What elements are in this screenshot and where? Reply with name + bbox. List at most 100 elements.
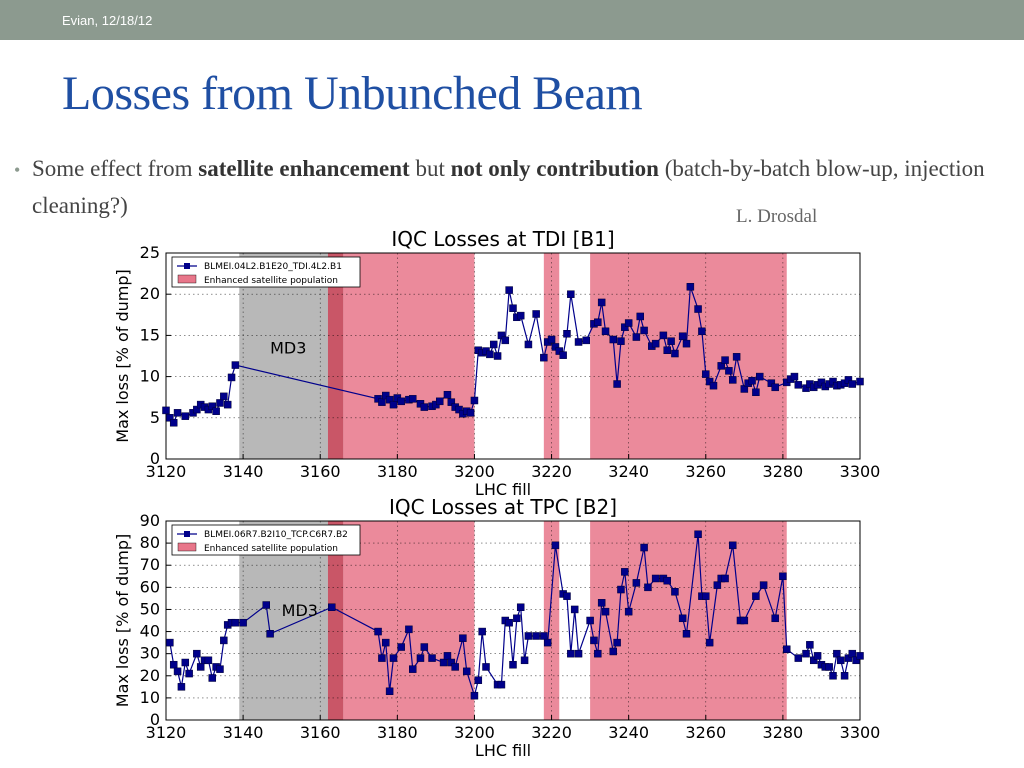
- data-point: [516, 311, 525, 320]
- data-point: [574, 338, 583, 346]
- data-point: [459, 634, 467, 642]
- x-tick-label: 3220: [531, 723, 572, 742]
- data-point: [752, 592, 760, 600]
- series-line: [169, 534, 861, 698]
- x-tick-label: 3140: [223, 723, 264, 742]
- data-point: [196, 663, 205, 671]
- data-point: [759, 581, 768, 589]
- author-credit: L. Drosdal: [736, 206, 818, 227]
- y-tick-label: 0: [150, 449, 160, 468]
- data-point: [489, 340, 498, 349]
- x-tick-label: 3300: [840, 462, 881, 481]
- data-point: [181, 412, 190, 420]
- data-point: [208, 402, 217, 411]
- y-tick-label: 10: [140, 688, 160, 707]
- data-point: [686, 283, 695, 291]
- data-point: [524, 632, 533, 640]
- data-point: [177, 683, 186, 691]
- data-point: [856, 377, 864, 386]
- data-point: [825, 663, 833, 671]
- bullet-point: • Some effect from satellite enhancement…: [14, 150, 1014, 218]
- bullet-bold-satellite: satellite enhancement: [198, 156, 410, 181]
- data-point: [594, 649, 602, 658]
- data-point: [732, 353, 741, 361]
- x-tick-label: 3300: [840, 723, 881, 742]
- data-point: [266, 630, 274, 638]
- data-point: [836, 656, 845, 665]
- data-point: [848, 380, 857, 388]
- legend-entry-series: BLMEI.06R7.B2I10_TCP.C6R7.B2: [204, 530, 348, 540]
- data-point: [709, 381, 718, 390]
- data-point: [516, 603, 525, 611]
- satellite-band: [343, 253, 475, 459]
- data-point: [162, 406, 170, 415]
- x-tick-label: 3160: [300, 723, 341, 742]
- data-point: [740, 616, 749, 625]
- x-tick-label: 3160: [300, 462, 341, 481]
- data-point: [582, 336, 591, 345]
- y-axis-label: Max loss [% of dump]: [113, 534, 132, 707]
- date-label: Evian, 12/18/12: [62, 13, 153, 28]
- data-point: [705, 377, 714, 386]
- data-point: [794, 381, 803, 389]
- data-point: [501, 336, 510, 345]
- data-point: [613, 380, 621, 388]
- data-point: [505, 286, 513, 294]
- bullet-bold-contribution: not only contribution: [450, 156, 659, 181]
- data-point: [547, 335, 556, 344]
- legend-entry-satellite: Enhanced satellite population: [204, 276, 338, 286]
- y-tick-label: 70: [140, 555, 160, 574]
- data-point: [509, 660, 517, 669]
- data-point: [532, 632, 540, 640]
- data-point: [231, 618, 240, 627]
- y-tick-label: 20: [140, 284, 160, 303]
- data-point: [771, 614, 779, 623]
- data-point: [833, 649, 841, 658]
- plot-frame: [165, 520, 861, 721]
- data-point: [729, 376, 737, 384]
- legend-satellite-swatch: [177, 274, 197, 284]
- data-point: [601, 327, 610, 336]
- x-tick-label: 3120: [146, 462, 187, 481]
- data-point: [694, 530, 702, 539]
- data-point: [166, 414, 174, 422]
- data-point: [227, 373, 236, 382]
- data-point: [586, 616, 594, 625]
- md3-annotation: MD3: [270, 339, 306, 358]
- data-point: [385, 395, 394, 404]
- data-point: [204, 656, 213, 665]
- data-point: [609, 335, 617, 344]
- data-point: [212, 407, 220, 415]
- x-tick-label: 3120: [146, 723, 187, 742]
- data-point: [169, 418, 178, 427]
- data-point: [574, 649, 583, 658]
- x-tick-label: 3280: [763, 723, 804, 742]
- data-point: [493, 352, 502, 360]
- satellite-band: [543, 253, 560, 459]
- data-point: [771, 383, 779, 392]
- x-axis-label: LHC fill: [475, 741, 531, 760]
- data-point: [239, 618, 247, 627]
- data-point: [663, 576, 671, 585]
- data-point: [462, 667, 471, 676]
- data-point: [470, 396, 479, 405]
- data-point: [636, 312, 644, 321]
- data-point: [231, 361, 240, 369]
- data-point: [698, 327, 706, 336]
- chart-title: IQC Losses at TPC [B2]: [389, 495, 617, 519]
- data-point: [659, 331, 668, 340]
- data-point: [389, 654, 398, 662]
- data-point: [802, 649, 810, 658]
- data-point: [702, 592, 710, 600]
- data-point: [563, 330, 571, 338]
- data-point: [220, 392, 228, 401]
- data-point: [617, 585, 625, 594]
- satellite-band: [343, 521, 475, 720]
- data-point: [486, 350, 494, 359]
- data-point: [829, 672, 837, 680]
- x-tick-label: 3260: [685, 462, 726, 481]
- data-point: [590, 636, 598, 645]
- legend-entry-satellite: Enhanced satellite population: [204, 544, 338, 554]
- data-point: [193, 649, 201, 658]
- data-point: [671, 349, 679, 358]
